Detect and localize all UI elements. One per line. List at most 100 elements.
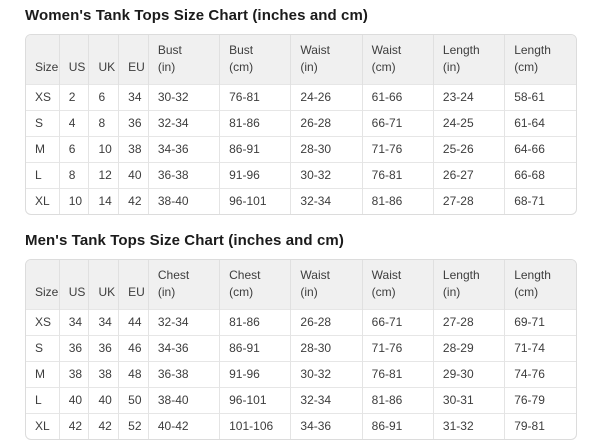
table-cell: 28-30 bbox=[290, 135, 363, 163]
size-cell: L bbox=[26, 386, 60, 414]
table-cell: 2 bbox=[59, 83, 90, 111]
col-header-chest-in: Chest (in) bbox=[148, 259, 221, 310]
table-cell: 14 bbox=[88, 187, 120, 214]
table-cell: 27-28 bbox=[433, 187, 506, 214]
table-cell: 34-36 bbox=[290, 412, 363, 439]
table-cell: 26-28 bbox=[290, 308, 363, 336]
header-row: Size US UK EU Chest (in) Chest (cm) Wais… bbox=[26, 259, 576, 310]
table-cell: 71-76 bbox=[362, 334, 434, 362]
table-row: L 40 40 50 38-40 96-101 32-34 81-86 30-3… bbox=[26, 386, 576, 414]
womens-chart-section: Women's Tank Tops Size Chart (inches and… bbox=[25, 7, 577, 215]
col-header-size: Size bbox=[26, 259, 60, 310]
table-cell: 71-76 bbox=[362, 135, 434, 163]
table-cell: 34-36 bbox=[148, 135, 221, 163]
table-cell: 32-34 bbox=[290, 187, 363, 214]
mens-chart-section: Men's Tank Tops Size Chart (inches and c… bbox=[25, 232, 577, 440]
table-row: XL 42 42 52 40-42 101-106 34-36 86-91 31… bbox=[26, 412, 576, 439]
size-cell: XS bbox=[26, 83, 60, 111]
mens-chart-title: Men's Tank Tops Size Chart (inches and c… bbox=[25, 231, 344, 249]
mens-size-table: Size US UK EU Chest (in) Chest (cm) Wais… bbox=[25, 258, 577, 440]
table-cell: 58-61 bbox=[504, 83, 576, 111]
table-cell: 36-38 bbox=[148, 360, 221, 388]
table-cell: 71-74 bbox=[504, 334, 576, 362]
table-cell: 76-81 bbox=[362, 161, 434, 189]
table-cell: 64-66 bbox=[504, 135, 576, 163]
col-header-waist-cm: Waist (cm) bbox=[362, 259, 434, 310]
table-cell: 76-81 bbox=[219, 83, 292, 111]
table-cell: 40 bbox=[88, 386, 120, 414]
table-cell: 30-32 bbox=[290, 161, 363, 189]
table-cell: 36-38 bbox=[148, 161, 221, 189]
table-cell: 25-26 bbox=[433, 135, 506, 163]
table-cell: 91-96 bbox=[219, 360, 292, 388]
table-cell: 34 bbox=[88, 308, 120, 336]
table-cell: 24-25 bbox=[433, 109, 506, 137]
size-cell: S bbox=[26, 109, 60, 137]
table-cell: 30-32 bbox=[148, 83, 221, 111]
table-cell: 26-28 bbox=[290, 109, 363, 137]
table-cell: 10 bbox=[59, 187, 90, 214]
table-cell: 38-40 bbox=[148, 187, 221, 214]
table-cell: 38-40 bbox=[148, 386, 221, 414]
table-cell: 6 bbox=[59, 135, 90, 163]
table-cell: 48 bbox=[118, 360, 149, 388]
table-cell: 86-91 bbox=[219, 135, 292, 163]
table-cell: 40 bbox=[59, 386, 90, 414]
table-row: L 8 12 40 36-38 91-96 30-32 76-81 26-27 … bbox=[26, 161, 576, 189]
table-cell: 28-29 bbox=[433, 334, 506, 362]
table-cell: 66-71 bbox=[362, 109, 434, 137]
table-cell: 91-96 bbox=[219, 161, 292, 189]
table-cell: 50 bbox=[118, 386, 149, 414]
col-header-waist-cm: Waist (cm) bbox=[362, 35, 434, 85]
size-cell: XS bbox=[26, 308, 60, 336]
table-cell: 36 bbox=[59, 334, 90, 362]
table-cell: 86-91 bbox=[219, 334, 292, 362]
table-cell: 42 bbox=[59, 412, 90, 439]
table-row: XL 10 14 42 38-40 96-101 32-34 81-86 27-… bbox=[26, 187, 576, 214]
table-cell: 81-86 bbox=[362, 187, 434, 214]
table-cell: 42 bbox=[88, 412, 120, 439]
table-cell: 29-30 bbox=[433, 360, 506, 388]
table-cell: 32-34 bbox=[148, 308, 221, 336]
table-cell: 26-27 bbox=[433, 161, 506, 189]
table-cell: 28-30 bbox=[290, 334, 363, 362]
table-cell: 81-86 bbox=[219, 308, 292, 336]
table-cell: 44 bbox=[118, 308, 149, 336]
col-header-us: US bbox=[59, 35, 90, 85]
table-cell: 69-71 bbox=[504, 308, 576, 336]
table-cell: 79-81 bbox=[504, 412, 576, 439]
col-header-waist-in: Waist (in) bbox=[290, 35, 363, 85]
table-cell: 34 bbox=[118, 83, 149, 111]
table-cell: 61-66 bbox=[362, 83, 434, 111]
table-cell: 30-32 bbox=[290, 360, 363, 388]
table-cell: 4 bbox=[59, 109, 90, 137]
col-header-chest-cm: Chest (cm) bbox=[219, 259, 292, 310]
table-cell: 6 bbox=[88, 83, 120, 111]
col-header-uk: UK bbox=[88, 35, 120, 85]
col-header-length-cm: Length (cm) bbox=[504, 259, 576, 310]
table-cell: 101-106 bbox=[219, 412, 292, 439]
table-cell: 96-101 bbox=[219, 187, 292, 214]
col-header-eu: EU bbox=[118, 35, 149, 85]
size-cell: S bbox=[26, 334, 60, 362]
table-cell: 30-31 bbox=[433, 386, 506, 414]
col-header-eu: EU bbox=[118, 259, 149, 310]
col-header-waist-in: Waist (in) bbox=[290, 259, 363, 310]
size-cell: M bbox=[26, 360, 60, 388]
table-cell: 38 bbox=[59, 360, 90, 388]
table-row: S 4 8 36 32-34 81-86 26-28 66-71 24-25 6… bbox=[26, 109, 576, 137]
table-cell: 38 bbox=[88, 360, 120, 388]
table-cell: 36 bbox=[118, 109, 149, 137]
table-row: M 38 38 48 36-38 91-96 30-32 76-81 29-30… bbox=[26, 360, 576, 388]
table-cell: 52 bbox=[118, 412, 149, 439]
col-header-bust-in: Bust (in) bbox=[148, 35, 221, 85]
table-cell: 31-32 bbox=[433, 412, 506, 439]
table-cell: 12 bbox=[88, 161, 120, 189]
table-cell: 66-68 bbox=[504, 161, 576, 189]
table-cell: 24-26 bbox=[290, 83, 363, 111]
table-cell: 8 bbox=[59, 161, 90, 189]
table-cell: 23-24 bbox=[433, 83, 506, 111]
table-cell: 86-91 bbox=[362, 412, 434, 439]
table-cell: 32-34 bbox=[290, 386, 363, 414]
